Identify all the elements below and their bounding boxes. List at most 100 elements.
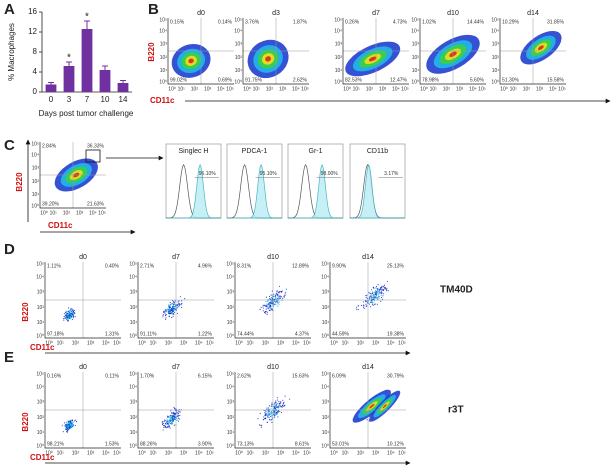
event-dot xyxy=(275,408,277,410)
event-dot xyxy=(374,291,376,293)
x-tick-label: 10⁵ xyxy=(226,86,234,92)
event-dot xyxy=(275,414,277,416)
y-tick-label: 10² xyxy=(130,415,138,421)
event-dot xyxy=(282,403,284,405)
event-dot xyxy=(68,426,70,428)
event-dot xyxy=(176,307,178,309)
x-axis-label: CD11c xyxy=(150,96,175,105)
event-dot xyxy=(279,290,281,293)
event-dot xyxy=(70,316,73,319)
event-dot xyxy=(378,297,380,299)
event-dot xyxy=(271,421,273,423)
y-tick-label: 10⁵ xyxy=(36,371,44,377)
event-dot xyxy=(279,404,281,406)
event-dot xyxy=(64,317,66,319)
event-dot xyxy=(171,307,173,309)
plot-axes xyxy=(499,18,566,85)
error-bar xyxy=(120,80,126,83)
event-dot xyxy=(68,310,70,312)
event-dot xyxy=(262,305,264,307)
x-tick-label: 10³ xyxy=(204,86,212,92)
x-tick-label: 0 xyxy=(49,95,54,104)
event-dot xyxy=(274,412,276,414)
event-dot xyxy=(269,301,271,304)
event-dot xyxy=(276,290,278,293)
event-dot xyxy=(172,415,174,417)
y-tick-label: 10⁰ xyxy=(321,443,329,449)
quadrant-value: 99.02% xyxy=(170,77,188,83)
x-tick-label: 10² xyxy=(357,450,365,456)
quadrant-value: 97.18% xyxy=(47,331,65,337)
event-dot xyxy=(65,310,67,312)
event-dot xyxy=(181,307,183,309)
event-dot xyxy=(276,293,279,295)
event-dot xyxy=(70,316,73,318)
x-tick-label: 10⁰ xyxy=(45,340,53,346)
event-dot xyxy=(366,297,368,299)
quadrant-value: 21.63% xyxy=(87,201,105,207)
x-tick-label: 10¹ xyxy=(57,450,65,456)
event-dot xyxy=(177,417,179,419)
x-tick-label: 10¹ xyxy=(342,340,350,346)
event-dot xyxy=(63,422,65,424)
x-tick-label: 10¹ xyxy=(57,340,65,346)
y-tick-label: 10⁰ xyxy=(334,79,342,85)
event-dot xyxy=(376,291,378,293)
plot-axes xyxy=(419,18,486,85)
x-tick-label: 10⁴ xyxy=(102,450,110,456)
quadrant-value: 5.60% xyxy=(470,77,485,83)
y-axis-label: B220 xyxy=(15,172,24,192)
event-dot xyxy=(277,296,279,298)
event-dot xyxy=(278,405,280,407)
event-dot xyxy=(174,408,176,410)
event-dot xyxy=(166,420,168,422)
quadrant-value: 1.87% xyxy=(293,19,308,25)
event-dot xyxy=(271,417,273,419)
y-tick-label: 10³ xyxy=(322,400,330,406)
y-tick-label: 10⁴ xyxy=(226,385,234,391)
quadrant-value: 1.53% xyxy=(105,441,120,447)
event-dot xyxy=(284,293,286,295)
event-dot xyxy=(70,426,73,428)
quadrant-value: 73.13% xyxy=(237,441,255,447)
y-tick-label: 10² xyxy=(322,415,330,421)
event-dot xyxy=(164,419,166,421)
quadrant-value: 4.96% xyxy=(198,263,213,269)
x-tick-label: 10⁵ xyxy=(303,450,311,456)
event-dot xyxy=(271,414,273,416)
event-dot xyxy=(365,296,367,298)
plot-title: d0 xyxy=(79,254,87,261)
event-dot xyxy=(276,292,278,294)
event-dot xyxy=(380,288,382,290)
density-contour xyxy=(265,56,271,62)
event-dot xyxy=(166,423,168,425)
x-tick-label: 10⁰ xyxy=(168,86,176,92)
event-dot xyxy=(70,420,72,422)
event-dot xyxy=(74,316,76,318)
event-dot xyxy=(163,310,165,313)
x-tick-label: 10² xyxy=(523,86,531,92)
event-dot xyxy=(265,308,267,310)
y-tick-label: 10¹ xyxy=(227,430,235,436)
event-dot xyxy=(63,313,65,315)
event-dot xyxy=(365,301,367,303)
y-tick-label: 10¹ xyxy=(335,68,343,74)
event-dot xyxy=(375,293,377,295)
event-dot xyxy=(379,292,381,294)
quadrant-value: 39.20% xyxy=(42,201,60,207)
event-dot xyxy=(168,422,170,424)
event-dot xyxy=(172,313,175,315)
quadrant-value: 9.90% xyxy=(332,263,347,269)
quadrant-value: 51.30% xyxy=(502,77,520,83)
x-tick-label: 7 xyxy=(85,95,90,104)
y-tick-label: 10⁵ xyxy=(491,17,499,23)
event-dot xyxy=(277,416,279,418)
y-tick-label: 10⁰ xyxy=(129,443,137,449)
event-dot xyxy=(362,307,365,309)
plot-title: d7 xyxy=(372,10,380,17)
quadrant-value: 91.11% xyxy=(140,331,157,337)
event-dot xyxy=(376,292,378,295)
y-tick-label: 10² xyxy=(412,55,420,61)
y-tick-label: 10⁵ xyxy=(159,17,167,23)
event-dot xyxy=(270,300,272,303)
